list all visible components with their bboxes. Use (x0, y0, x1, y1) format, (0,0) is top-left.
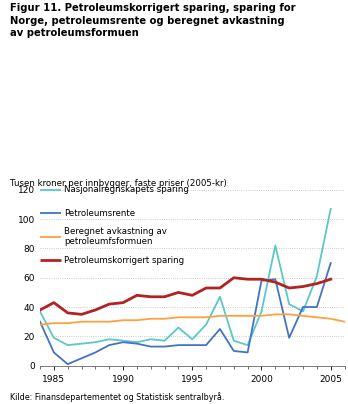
Text: Petroleumskorrigert sparing: Petroleumskorrigert sparing (64, 256, 184, 265)
Text: Beregnet avkastning av
petroleumfsformuen: Beregnet avkastning av petroleumfsformue… (64, 227, 167, 246)
Text: Figur 11. Petroleumskorrigert sparing, sparing for
Norge, petroleumsrente og ber: Figur 11. Petroleumskorrigert sparing, s… (10, 3, 296, 38)
Text: Kilde: Finansdepartementet og Statistisk sentralbyrå.: Kilde: Finansdepartementet og Statistisk… (10, 392, 225, 402)
Text: Petroleumsrente: Petroleumsrente (64, 209, 135, 218)
Text: Nasjonalregnskapets sparing: Nasjonalregnskapets sparing (64, 185, 189, 194)
Text: Tusen kroner per innbygger, faste priser (2005-kr): Tusen kroner per innbygger, faste priser… (10, 179, 227, 188)
